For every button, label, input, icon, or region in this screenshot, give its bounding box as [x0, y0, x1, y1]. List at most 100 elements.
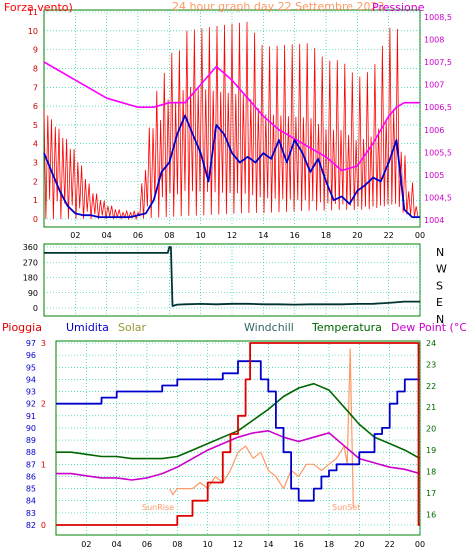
wind-y-tick: 2 [33, 177, 38, 186]
wind-x-tick: 06 [133, 231, 143, 240]
wind-y-tick: 5 [33, 121, 38, 130]
temperature-y-tick: 16 [426, 510, 436, 519]
pressure-y-tick: 1008,5 [424, 13, 452, 22]
rain-label: Pioggia [2, 321, 42, 334]
wind-y-tick: 10 [28, 27, 38, 36]
temp-x-tick: 20 [354, 540, 364, 549]
temperature-y-tick: 23 [426, 360, 436, 369]
wind-y-tick: 1 [33, 196, 38, 205]
rain-y-tick: 2 [41, 400, 46, 409]
temperature-label: Temperatura [311, 321, 382, 334]
compass-tick: S [436, 279, 443, 292]
wind-x-tick: 20 [352, 231, 362, 240]
pressure-y-tick: 1004 [424, 216, 444, 225]
temp-x-tick: 22 [385, 540, 395, 549]
wind-y-tick: 3 [33, 159, 38, 168]
wind-x-tick: 18 [321, 231, 331, 240]
dewpoint-label: Dew Point (°C) [391, 321, 466, 334]
wind-x-tick: 08 [164, 231, 174, 240]
wind-y-tick: 0 [33, 215, 38, 224]
pressure-y-tick: 1006,5 [424, 103, 452, 112]
direction-y-tick: 360 [23, 243, 38, 252]
humidity-y-tick: 95 [26, 363, 36, 372]
temp-x-tick: 10 [203, 540, 213, 549]
direction-y-tick: 270 [23, 258, 38, 267]
pressure-line [43, 61, 420, 172]
humidity-y-tick: 84 [26, 497, 36, 506]
wind-direction-line [44, 246, 420, 307]
temp-x-tick: 12 [233, 540, 243, 549]
temp-x-tick: 04 [112, 540, 122, 549]
rain-y-tick: 1 [41, 460, 46, 469]
wind-x-tick: 12 [227, 231, 237, 240]
pressure-y-tick: 1006 [424, 126, 444, 135]
solar-label: Solar [118, 321, 147, 334]
wind-x-tick: 16 [290, 231, 300, 240]
solar-line [169, 348, 354, 507]
pressure-y-tick: 1008 [424, 35, 444, 44]
compass-tick: N [436, 246, 444, 259]
temp-x-tick: 02 [81, 540, 91, 549]
compass-tick: W [436, 263, 447, 276]
pressure-y-tick: 1007,5 [424, 58, 452, 67]
wind-x-tick: 14 [258, 231, 268, 240]
direction-y-tick: 90 [28, 289, 38, 298]
humidity-y-tick: 96 [26, 351, 36, 360]
wind-y-tick: 8 [33, 64, 38, 73]
humidity-y-tick: 82 [26, 521, 36, 530]
pressure-axis-label: Pressione [372, 1, 425, 14]
humidity-line [56, 360, 420, 502]
wind-y-tick: 7 [33, 83, 38, 92]
humidity-label: Umidita [66, 321, 109, 334]
humidity-y-tick: 87 [26, 460, 36, 469]
wind-x-tick: 22 [384, 231, 394, 240]
pressure-y-tick: 1005,5 [424, 148, 452, 157]
temperature-y-tick: 21 [426, 403, 436, 412]
temperature-y-tick: 24 [426, 339, 436, 348]
pressure-y-tick: 1007 [424, 81, 444, 90]
rain-y-tick: 3 [41, 339, 46, 348]
chart-title: 24 hour graph day 22 Settembre 2023 [172, 0, 385, 13]
humidity-y-tick: 83 [26, 509, 36, 518]
humidity-y-tick: 88 [26, 448, 36, 457]
humidity-y-tick: 91 [26, 412, 36, 421]
tick-labels: 0123456789101110041004,510051005,5100610… [23, 8, 452, 549]
humidity-y-tick: 89 [26, 436, 36, 445]
temp-x-tick: 14 [263, 540, 273, 549]
temperature-y-tick: 18 [426, 467, 436, 476]
wind-y-tick: 9 [33, 46, 38, 55]
wind-x-tick: 02 [70, 231, 80, 240]
wind-y-tick: 4 [33, 140, 38, 149]
pressure-y-tick: 1004,5 [424, 194, 452, 203]
humidity-y-tick: 90 [26, 424, 36, 433]
series-layer [43, 21, 421, 526]
temp-x-tick: 00 [415, 540, 425, 549]
pressure-y-tick: 1005 [424, 171, 444, 180]
wind-average-line [43, 114, 420, 218]
wind-y-tick: 6 [33, 102, 38, 111]
temp-x-tick: 08 [172, 540, 182, 549]
sunrise-label: SunRise [142, 503, 174, 512]
temperature-y-tick: 17 [426, 489, 436, 498]
compass-tick: N [436, 313, 444, 326]
humidity-y-tick: 94 [26, 375, 36, 384]
direction-y-tick: 0 [33, 304, 38, 313]
wind-axis-label: Forza vento) [4, 1, 73, 14]
temp-x-tick: 16 [294, 540, 304, 549]
humidity-y-tick: 97 [26, 339, 36, 348]
wind-y-tick: 11 [28, 8, 38, 17]
temperature-y-tick: 22 [426, 382, 436, 391]
humidity-y-tick: 92 [26, 400, 36, 409]
temperature-y-tick: 20 [426, 425, 436, 434]
temp-x-tick: 06 [142, 540, 152, 549]
humidity-y-tick: 86 [26, 472, 36, 481]
compass-tick: E [436, 296, 443, 309]
direction-y-tick: 180 [23, 274, 38, 283]
wind-x-tick: 04 [102, 231, 112, 240]
wind-x-tick: 00 [415, 231, 425, 240]
sunset-label: SunSet [332, 503, 360, 512]
windchill-label: Windchill [244, 321, 294, 334]
temp-x-tick: 18 [324, 540, 334, 549]
